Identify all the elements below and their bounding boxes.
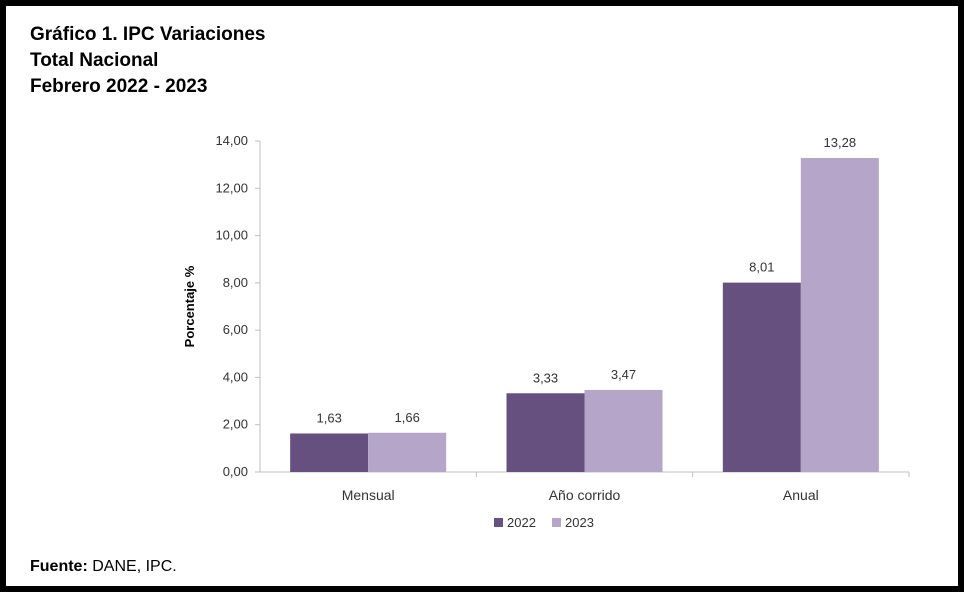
source-text: DANE, IPC. [92,558,177,575]
bar-2023-2 [800,158,879,472]
data-label: 3,33 [533,370,558,385]
y-tick-label: 12,00 [215,180,248,195]
data-label: 8,01 [749,260,774,275]
y-tick-label: 4,00 [223,369,248,384]
chart-frame: Gráfico 1. IPC Variaciones Total Naciona… [6,6,958,586]
y-tick-label: 6,00 [223,322,248,337]
bar-2023-0 [368,432,447,472]
source-note: Fuente: DANE, IPC. [30,558,177,576]
chart-title-line-2: Total Nacional [30,50,159,71]
bar-2022-2 [722,282,801,472]
legend-label-2023: 2023 [565,515,594,530]
x-category-label: Año corrido [549,487,621,503]
source-label: Fuente: [30,558,88,575]
data-label: 1,66 [395,410,420,425]
chart-title: Gráfico 1. IPC Variaciones Total Naciona… [30,22,266,100]
x-category-label: Mensual [342,487,395,503]
chart-title-line-3: Febrero 2022 - 2023 [30,76,208,97]
x-category-label: Anual [783,487,819,503]
bar-chart: 0,00 2,00 4,00 6,00 8,00 10,00 12,00 14,00 Porce… [182,133,910,530]
data-label: 13,28 [824,135,857,150]
legend-label-2022: 2022 [507,515,536,530]
bar-2022-1 [506,393,585,472]
data-label: 1,63 [317,410,342,425]
y-tick-label: 14,00 [215,133,248,148]
legend-swatch-2022 [494,518,503,527]
data-label: 3,47 [611,367,636,382]
y-tick-label: 0,00 [223,464,248,479]
y-axis-label: Porcentaje % [182,265,197,347]
bar-2023-1 [584,389,663,472]
y-tick-label: 8,00 [223,275,248,290]
y-tick-label: 2,00 [223,417,248,432]
y-tick-label: 10,00 [215,228,248,243]
legend-swatch-2023 [552,518,561,527]
chart-title-line-1: Gráfico 1. IPC Variaciones [30,24,266,45]
bar-2022-0 [290,433,369,472]
